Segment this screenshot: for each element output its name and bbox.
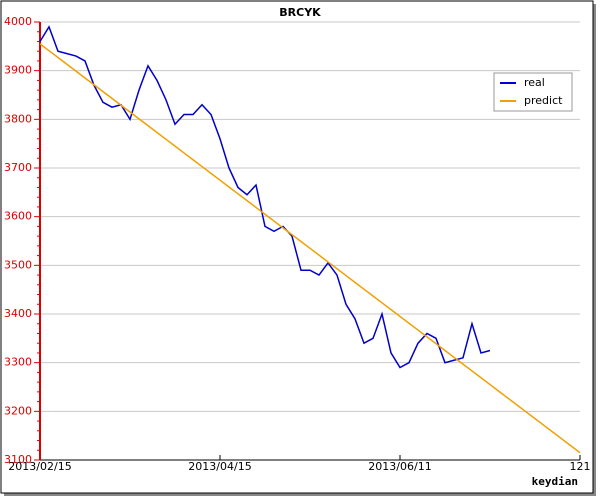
y-tick-label: 3900 <box>4 64 32 77</box>
legend-label: predict <box>524 94 563 107</box>
y-tick-label: 3100 <box>4 453 32 466</box>
legend-box <box>493 72 573 112</box>
y-tick-label: 4000 <box>4 15 32 28</box>
series-line <box>39 43 581 454</box>
y-tick-label: 3700 <box>4 161 32 174</box>
y-tick-label: 3800 <box>4 112 32 125</box>
y-tick-label: 3200 <box>4 404 32 417</box>
chart-title: BRCYK <box>279 6 321 19</box>
x-tick-label: 2013/02/15 <box>8 460 71 473</box>
x-tick-label: 2013/06/11 <box>368 460 431 473</box>
x-tick-label: 121 <box>570 460 591 473</box>
y-tick-label: 3400 <box>4 307 32 320</box>
legend-label: real <box>524 76 545 89</box>
y-tick-label: 3600 <box>4 210 32 223</box>
series-line <box>39 25 491 369</box>
y-tick-label: 3300 <box>4 356 32 369</box>
x-tick-label: 2013/04/15 <box>188 460 251 473</box>
x-axis-label: keydian <box>532 475 578 488</box>
y-tick-label: 3500 <box>4 258 32 271</box>
